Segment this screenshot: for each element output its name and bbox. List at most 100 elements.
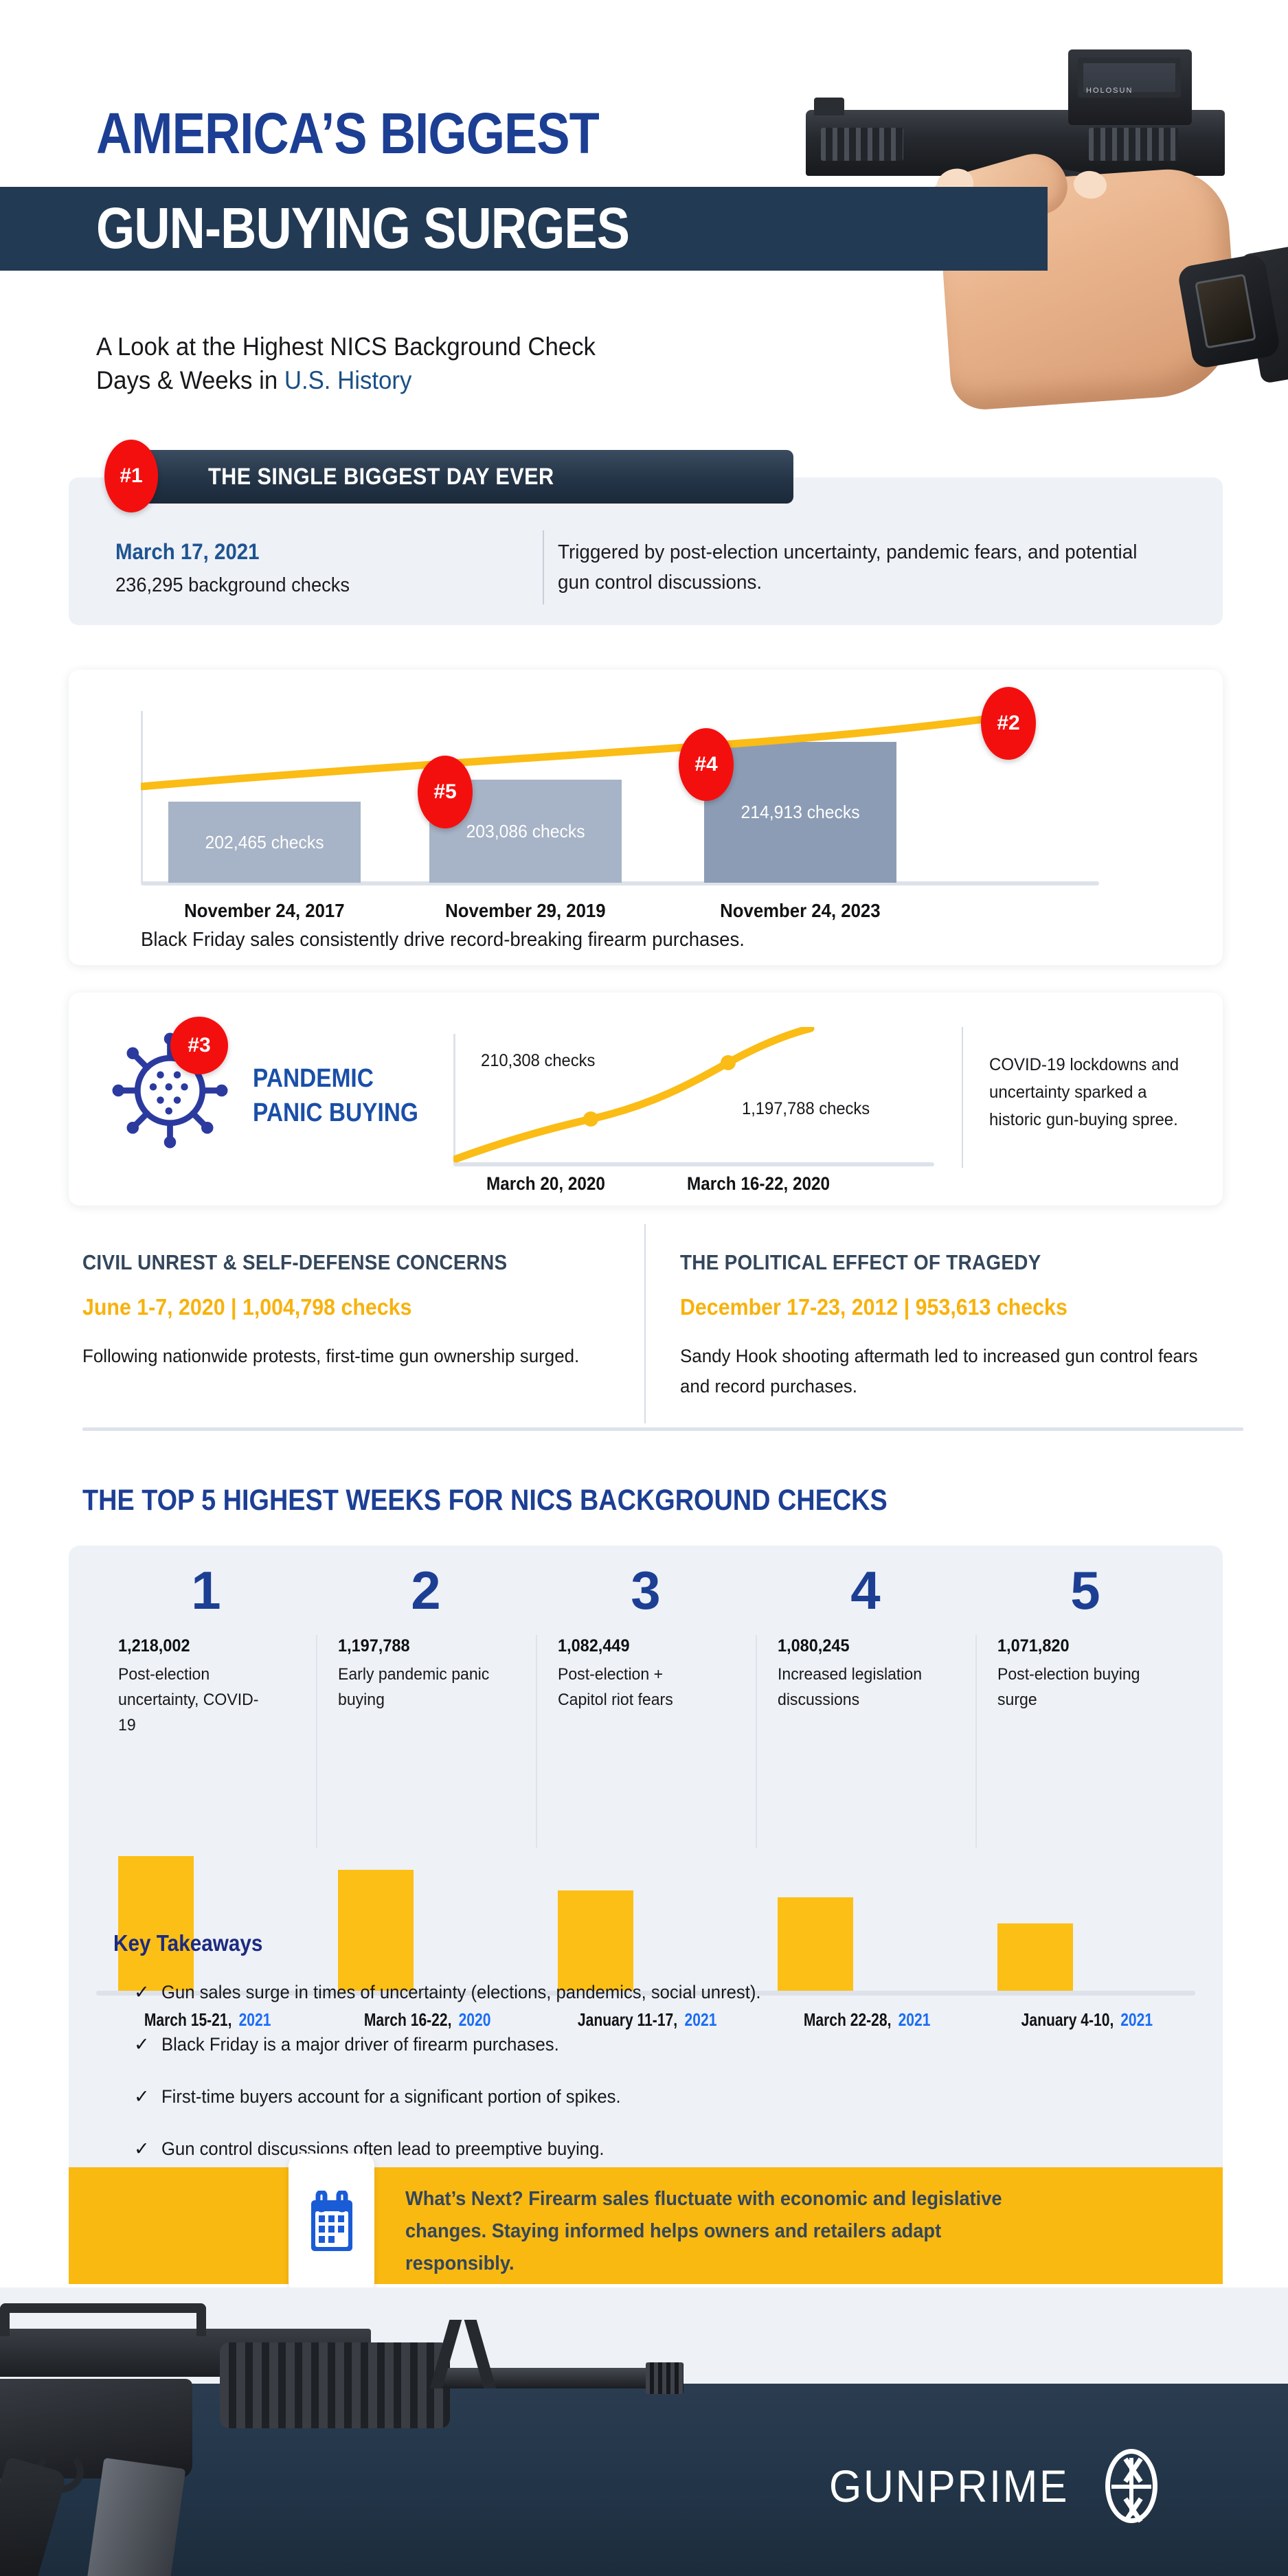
top5-check-count: 1,218,002	[118, 1636, 190, 1656]
pandemic-description: COVID-19 lockdowns and uncertainty spark…	[989, 1055, 1179, 1129]
page-subtitle: A Look at the Highest NICS Background Ch…	[96, 330, 596, 397]
key-takeaways-title: Key Takeaways	[113, 1930, 263, 1956]
black-friday-bar: 202,465 checks	[168, 802, 361, 883]
top5-bar	[997, 1923, 1073, 1992]
pandemic-x-axis	[453, 1162, 934, 1166]
coronavirus-icon	[110, 1030, 230, 1151]
footer-logo[interactable]: GUNPRIME	[829, 2449, 1157, 2523]
biggest-day-divider	[543, 530, 544, 605]
top5-date-year: 2020	[458, 2009, 491, 2030]
black-friday-trend-line	[141, 711, 1028, 791]
key-takeaway-text: Black Friday is a major driver of firear…	[161, 2034, 559, 2055]
top5-date-year: 2021	[238, 2009, 271, 2030]
civil-unrest-column: CIVIL UNREST & SELF-DEFENSE CONCERNS Jun…	[82, 1250, 625, 1371]
pistol-slide-serrations-rear	[1089, 128, 1178, 161]
hero-header: HOLOSUN TLR-1 HL AMERICA’S BIGGEST GUN-B…	[0, 0, 1288, 419]
rank-badge-3: #3	[170, 1017, 228, 1074]
top5-columns: 1 1,218,002 Post-election uncertainty, COV…	[96, 1559, 1195, 1848]
top5-bar-cell	[96, 1855, 316, 1992]
page-title-line2: GUN-BUYING SURGES	[96, 196, 630, 260]
biggest-day-ribbon: THE SINGLE BIGGEST DAY EVER	[134, 450, 793, 504]
pandemic-title-line1: PANDEMIC	[253, 1064, 374, 1093]
brand-wordmark: GUNPRIME	[829, 2461, 1070, 2511]
whats-next-icon-box	[289, 2154, 374, 2294]
rifle-pistol-grip	[0, 2456, 68, 2576]
top5-description: Post-election + Capitol riot fears	[558, 1665, 673, 1709]
political-effect-body: Sandy Hook shooting aftermath led to inc…	[680, 1346, 1198, 1397]
top5-check-count: 1,080,245	[778, 1636, 850, 1656]
top5-bar	[558, 1890, 633, 1992]
rifle-carry-handle	[0, 2303, 206, 2336]
biggest-day-description: Triggered by post-election uncertainty, …	[558, 541, 1138, 594]
top5-description: Post-election buying surge	[997, 1665, 1140, 1709]
rifle-photo	[0, 2291, 683, 2576]
top5-x-axis	[96, 1991, 1195, 1996]
top5-column: 1 1,218,002 Post-election uncertainty, COV…	[96, 1559, 316, 1848]
page-title-line1: AMERICA’S BIGGEST	[96, 101, 600, 166]
black-friday-y-axis	[141, 711, 143, 883]
top5-check-count: 1,197,788	[338, 1636, 410, 1656]
top5-bar-cell	[536, 1855, 756, 1992]
pandemic-y-axis	[453, 1034, 455, 1164]
black-friday-bar-value: 214,913 checks	[741, 802, 860, 822]
key-takeaway-item: ✓ Black Friday is a major driver of firea…	[134, 2034, 1164, 2055]
key-takeaway-text: Gun sales surge in times of uncertainty …	[161, 1982, 761, 2002]
top5-bar	[118, 1856, 194, 1992]
top5-description: Post-election uncertainty, COVID-19	[118, 1665, 259, 1735]
check-icon: ✓	[134, 1982, 150, 2002]
key-takeaway-text: First-time buyers account for a signific…	[161, 2086, 621, 2107]
key-takeaways-list: ✓ Gun sales surge in times of uncertainty…	[134, 1982, 1164, 2191]
top5-date-label: March 16-22, 2020	[364, 2009, 491, 2030]
rifle-lower-receiver	[0, 2379, 192, 2478]
top5-bar-cell	[756, 1855, 975, 1992]
footer-background	[0, 2384, 1288, 2576]
black-friday-chart: 202,465 checks 203,086 checks 214,913 chec…	[141, 711, 1099, 883]
rifle-handguard	[220, 2342, 450, 2428]
top5-rank-number: 3	[631, 1560, 661, 1620]
crosshair-logo-icon	[1105, 2449, 1157, 2523]
top5-bar-cell	[975, 1855, 1195, 1992]
us-history-link[interactable]: U.S. History	[284, 366, 412, 394]
pandemic-title-line2: PANIC BUYING	[253, 1098, 418, 1127]
rank-badge-4: #4	[679, 728, 734, 801]
biggest-day-left: March 17, 2021 236,295 background checks	[115, 539, 555, 597]
top5-date-label: March 15-21, 2021	[144, 2009, 271, 2030]
whats-next-text: What’s Next? Firearm sales fluctuate wit…	[405, 2188, 1002, 2274]
political-effect-heading: THE POLITICAL EFFECT OF TRAGEDY	[680, 1250, 1041, 1274]
rank-badge-5: #5	[418, 756, 473, 828]
check-icon: ✓	[134, 2034, 150, 2055]
black-friday-category-label: November 29, 2019	[445, 900, 606, 921]
top5-date-year: 2021	[685, 2009, 718, 2030]
top5-section-title: THE TOP 5 HIGHEST WEEKS FOR NICS BACKGRO…	[82, 1484, 888, 1517]
black-friday-note: Black Friday sales consistently drive re…	[141, 929, 745, 951]
top5-date-label: January 11-17, 2021	[578, 2009, 718, 2030]
two-column-divider	[644, 1224, 646, 1423]
optic-window	[1078, 58, 1181, 98]
calendar-icon	[307, 2189, 357, 2257]
rifle-muzzle-device	[646, 2362, 683, 2394]
pistol-front-sight	[814, 98, 844, 115]
black-friday-bar: 214,913 checks	[704, 742, 896, 883]
top5-date-year: 2021	[898, 2009, 931, 2030]
section-divider-rule	[82, 1427, 1243, 1431]
check-icon: ✓	[134, 2086, 150, 2107]
rifle-barrel	[440, 2368, 673, 2388]
top5-column: 4 1,080,245 Increased legislation discussi…	[756, 1559, 975, 1848]
key-takeaway-text: Gun control discussions often lead to pr…	[161, 2138, 605, 2159]
black-friday-bar-value: 203,086 checks	[466, 820, 585, 841]
check-icon: ✓	[134, 2138, 150, 2159]
civil-unrest-body: Following nationwide protests, first-tim…	[82, 1346, 580, 1366]
top5-date-label: January 4-10, 2021	[1021, 2009, 1153, 2030]
top5-date-label: March 22-28, 2021	[804, 2009, 931, 2030]
civil-unrest-stat: June 1-7, 2020 | 1,004,798 checks	[82, 1294, 412, 1320]
top5-bar	[778, 1897, 853, 1992]
political-effect-column: THE POLITICAL EFFECT OF TRAGEDY December…	[680, 1250, 1236, 1401]
optic-brand-label: HOLOSUN	[1086, 87, 1133, 95]
black-friday-x-axis	[141, 881, 1099, 885]
top5-rank-number: 2	[411, 1560, 441, 1620]
rank-badge-1: #1	[104, 440, 158, 512]
key-takeaway-item: ✓ Gun control discussions often lead to p…	[134, 2138, 1164, 2160]
title-banner-band	[0, 187, 1048, 271]
pandemic-value-2: 1,197,788 checks	[742, 1099, 870, 1118]
top5-check-count: 1,071,820	[997, 1636, 1070, 1656]
